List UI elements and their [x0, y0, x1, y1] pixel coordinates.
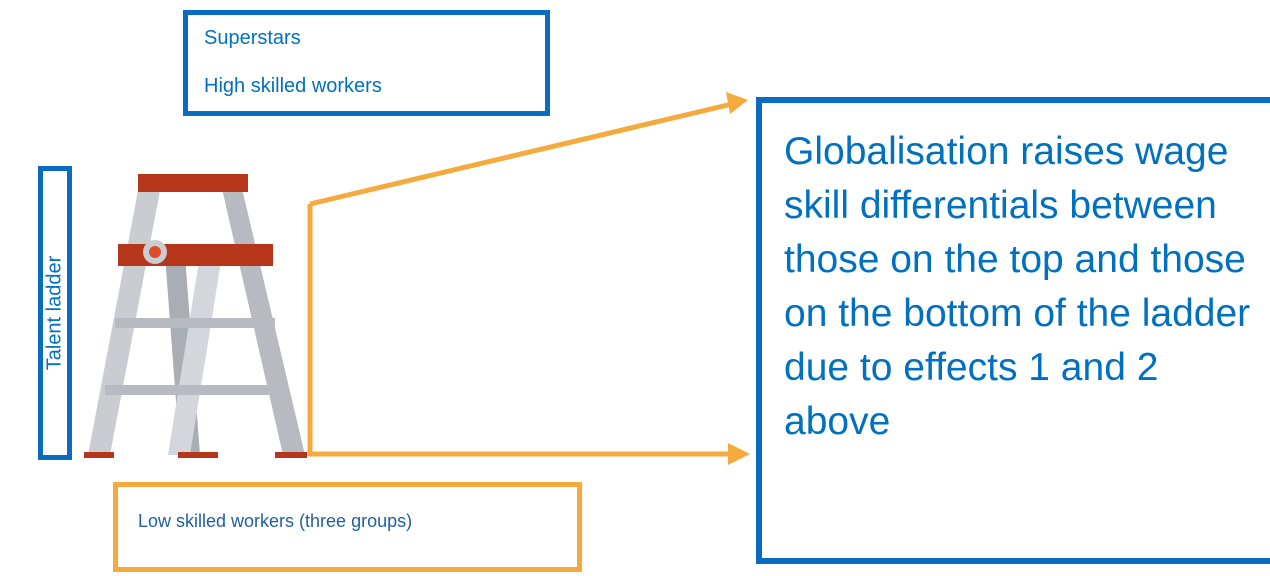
arrow-head [726, 92, 748, 114]
arrow-head [728, 443, 750, 465]
top-box: Superstars High skilled workers [183, 10, 550, 116]
side-label: Talent ladder [43, 255, 66, 371]
top-line: Superstars [204, 27, 301, 49]
top-line: High skilled workers [204, 75, 382, 97]
ladder [84, 174, 307, 458]
arrows [307, 101, 733, 457]
side-box: Talent ladder [38, 166, 72, 460]
callout: Globalisation raises wage skill differen… [756, 97, 1270, 564]
bottom-box: Low skilled workers (three groups) [113, 482, 582, 572]
